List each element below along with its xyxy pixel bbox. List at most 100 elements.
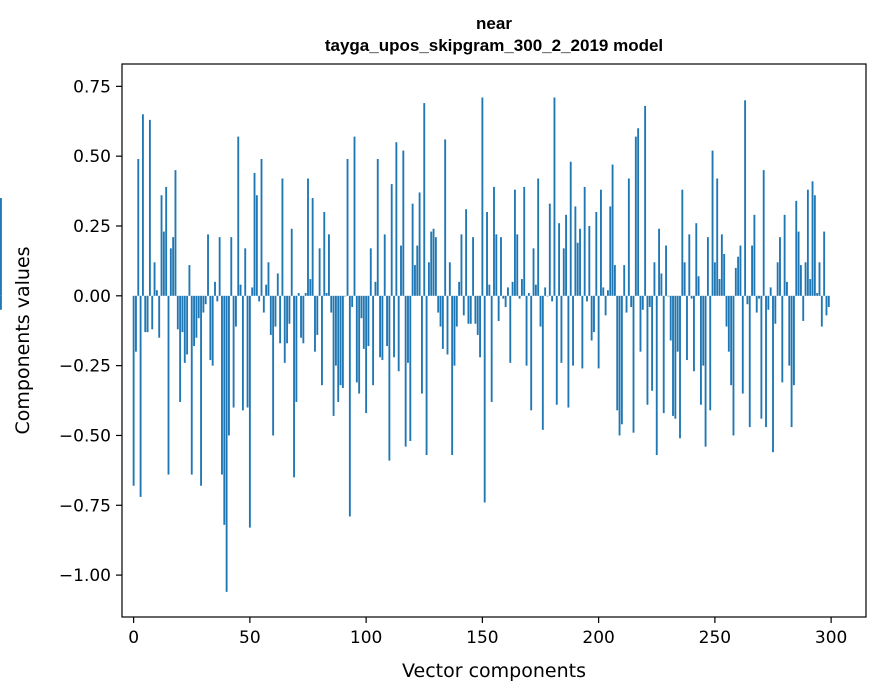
- bar: [141, 114, 144, 296]
- bar: [799, 265, 802, 296]
- bar: [713, 262, 716, 296]
- chart-title-line2: tayga_upos_skipgram_300_2_2019 model: [325, 36, 663, 55]
- bar: [237, 136, 240, 296]
- bar: [334, 295, 337, 366]
- bar: [792, 295, 795, 386]
- bar: [781, 295, 784, 383]
- bar: [634, 136, 637, 296]
- bar: [423, 103, 426, 296]
- bar: [665, 245, 667, 296]
- bar: [504, 295, 507, 307]
- bar: [425, 295, 428, 456]
- bar: [0, 198, 2, 296]
- bar: [718, 279, 721, 296]
- bar: [730, 295, 733, 386]
- bar: [825, 295, 828, 316]
- bar: [641, 295, 644, 310]
- bar: [279, 295, 282, 344]
- bar: [388, 295, 391, 461]
- bar: [202, 295, 205, 313]
- x-axis-ticks: 0 50 100 150 200 250 300: [128, 617, 847, 648]
- bar: [644, 105, 647, 296]
- bar: [767, 295, 770, 310]
- bar: [630, 295, 633, 307]
- bar: [309, 279, 312, 296]
- bar: [676, 295, 679, 352]
- bar: [586, 295, 588, 302]
- bar: [672, 295, 674, 416]
- bar: [662, 295, 665, 414]
- bar: [558, 223, 561, 296]
- bar: [500, 237, 502, 296]
- bar: [511, 281, 514, 296]
- bar: [267, 262, 270, 296]
- bar: [216, 295, 219, 302]
- bar: [172, 237, 175, 296]
- bar: [348, 295, 351, 517]
- bar: [476, 295, 479, 335]
- bar: [346, 158, 349, 296]
- bar: [393, 295, 395, 358]
- bar: [232, 295, 235, 408]
- bar: [407, 295, 409, 363]
- bar: [360, 295, 363, 319]
- bar: [760, 295, 763, 419]
- bar: [339, 295, 342, 386]
- bar: [281, 178, 284, 296]
- bar: [513, 189, 516, 296]
- x-tick-label: 300: [815, 628, 847, 648]
- y-tick-label: 0.00: [73, 287, 111, 307]
- bar: [176, 295, 179, 330]
- bar: [527, 293, 530, 296]
- bar: [699, 295, 702, 405]
- x-tick-label: 0: [128, 628, 139, 648]
- bar: [495, 234, 498, 296]
- x-tick-label: 150: [466, 628, 498, 648]
- bar: [330, 295, 333, 313]
- bar: [820, 295, 823, 327]
- bar: [441, 295, 444, 349]
- bar: [228, 295, 230, 436]
- bar: [188, 265, 191, 296]
- bar: [725, 295, 728, 327]
- bar: [276, 273, 279, 296]
- bar: [751, 245, 754, 296]
- bar: [811, 181, 814, 296]
- bar: [244, 248, 247, 296]
- bars-group: [0, 97, 830, 592]
- bar: [704, 295, 707, 447]
- bar: [295, 295, 298, 402]
- bar: [386, 295, 388, 347]
- bar: [779, 237, 781, 296]
- bar: [148, 119, 151, 296]
- bar: [537, 178, 540, 296]
- bar: [158, 295, 161, 338]
- bar: [609, 206, 612, 296]
- bar: [804, 262, 807, 296]
- bar: [581, 295, 584, 369]
- bar: [337, 295, 340, 402]
- bar: [286, 295, 289, 344]
- bar: [553, 97, 556, 296]
- bar: [813, 195, 816, 296]
- bar: [507, 287, 509, 296]
- bar: [600, 189, 602, 296]
- bar: [681, 189, 684, 296]
- bar: [569, 161, 572, 296]
- bar: [560, 295, 563, 363]
- bar: [155, 290, 158, 296]
- bar: [516, 234, 519, 296]
- bar: [395, 142, 398, 296]
- bar: [579, 228, 581, 296]
- bar: [623, 265, 626, 296]
- bar: [732, 295, 735, 436]
- bar: [737, 256, 740, 296]
- bar: [488, 284, 491, 296]
- bar: [706, 237, 709, 296]
- bar: [627, 178, 630, 296]
- bar: [314, 295, 316, 352]
- bar: [639, 295, 642, 352]
- bar: [648, 295, 651, 307]
- bar: [716, 178, 719, 296]
- bar: [448, 262, 451, 296]
